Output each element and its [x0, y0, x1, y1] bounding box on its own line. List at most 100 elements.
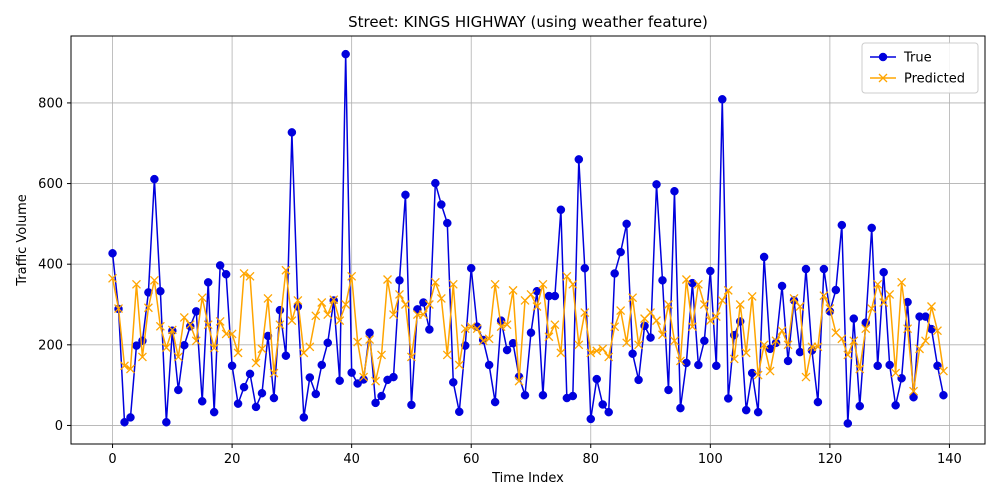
data-point-predicted [729, 354, 739, 364]
data-point-predicted [502, 320, 512, 330]
data-point-predicted [711, 312, 721, 322]
data-point-predicted [903, 324, 913, 334]
data-point-true [419, 298, 428, 307]
data-point-predicted [795, 302, 805, 311]
data-point-predicted [867, 304, 877, 313]
data-point-predicted [161, 343, 171, 353]
data-point-predicted [693, 279, 703, 289]
data-point-predicted [598, 344, 608, 354]
data-point-predicted [562, 271, 572, 281]
data-point-predicted [424, 300, 434, 309]
data-point-predicted [472, 324, 482, 334]
data-point-true [921, 312, 930, 321]
data-point-predicted [765, 366, 775, 376]
data-point-true [873, 361, 882, 371]
data-point-predicted [723, 285, 733, 295]
data-point-true [795, 347, 805, 357]
data-point-predicted [418, 310, 428, 320]
data-point-true [335, 376, 344, 385]
x-tick-label: 140 [937, 452, 962, 467]
data-point-true [520, 390, 530, 400]
data-point-predicted [628, 293, 638, 303]
data-point-true [227, 361, 237, 371]
data-point-predicted [753, 370, 763, 380]
data-point-predicted [544, 332, 554, 342]
legend-marker [878, 73, 888, 83]
data-point-true [245, 369, 255, 379]
legend-marker [878, 52, 888, 62]
data-point-true [317, 360, 327, 370]
data-point-predicted [813, 342, 823, 352]
data-point-predicted [114, 304, 123, 313]
data-point-predicted [717, 296, 727, 305]
chart-title: Street: KINGS HIGHWAY (using weather fea… [348, 13, 708, 31]
data-point-predicted [604, 352, 614, 362]
data-point-predicted [849, 336, 859, 346]
data-point-true [819, 264, 829, 274]
data-point-predicted [215, 316, 225, 326]
data-point-true [251, 402, 261, 412]
axes: 0 20 40 60 80 100 120 140 0 200 400 600 800 [38, 96, 962, 467]
data-point-true [598, 400, 607, 409]
data-point-predicted [305, 342, 315, 352]
data-point-true [150, 174, 159, 184]
data-point-true [556, 205, 566, 215]
legend-box [861, 42, 979, 94]
data-point-predicted [664, 300, 673, 309]
data-point-true [628, 349, 637, 358]
data-point-true [466, 263, 476, 273]
data-point-predicted [191, 336, 201, 346]
x-axis-label: Time Index [491, 471, 564, 486]
data-point-true [867, 223, 876, 233]
data-point-true [449, 378, 458, 387]
data-point-true [706, 266, 715, 276]
data-point-predicted [233, 348, 243, 358]
data-point-true [431, 178, 440, 188]
data-point-true [586, 414, 596, 424]
legend-label: Predicted [904, 72, 965, 87]
data-point-predicted [167, 325, 177, 335]
data-point-true [484, 360, 494, 370]
data-point-predicted [347, 271, 357, 281]
data-point-predicted [861, 324, 871, 334]
data-point-predicted [927, 302, 936, 311]
data-point-predicted [687, 322, 697, 332]
data-point-predicted [705, 316, 715, 326]
data-point-predicted [209, 343, 219, 353]
data-point-true [837, 220, 847, 230]
data-point-predicted [747, 291, 757, 301]
data-point-predicted [819, 291, 829, 301]
data-point-true [682, 358, 691, 368]
data-point-predicted [610, 322, 620, 332]
data-point-predicted [478, 336, 488, 346]
y-tick-label: 200 [38, 338, 63, 353]
data-point-true [257, 388, 267, 398]
data-point-predicted [652, 316, 661, 326]
data-point-true [299, 413, 309, 422]
data-point-true [371, 398, 380, 408]
data-point-true [652, 180, 661, 189]
data-point-predicted [508, 285, 518, 295]
data-point-true [694, 360, 703, 370]
series-predicted [108, 265, 948, 396]
data-point-predicted [430, 277, 440, 287]
data-point-predicted [353, 337, 363, 347]
data-point-predicted [293, 296, 303, 305]
data-point-predicted [323, 310, 333, 320]
data-point-true [174, 385, 183, 395]
data-point-true [712, 361, 721, 371]
data-point-predicted [137, 352, 147, 362]
legend-label: True [903, 51, 932, 66]
x-tick-label: 80 [582, 452, 599, 467]
data-point-true [622, 219, 631, 229]
y-tick-label: 400 [38, 258, 63, 273]
data-point-predicted [616, 306, 626, 316]
data-point-true [634, 375, 643, 385]
data-point-predicted [120, 361, 129, 371]
x-tick-label: 40 [343, 452, 360, 467]
data-point-true [197, 397, 207, 406]
data-point-true [616, 247, 625, 257]
data-point-true [700, 336, 709, 346]
data-point-predicted [556, 348, 566, 358]
data-point-predicted [789, 293, 799, 303]
